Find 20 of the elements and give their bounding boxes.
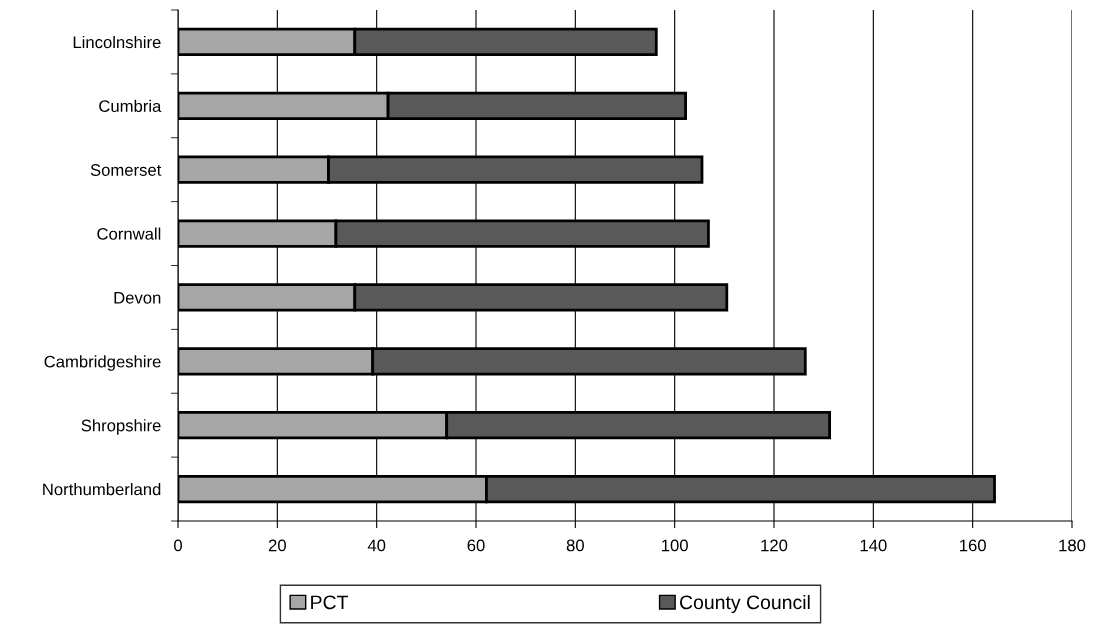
legend-label: PCT xyxy=(311,595,349,610)
y-tick-label: Shropshire xyxy=(81,419,161,435)
y-tick-label: Northumberland xyxy=(43,483,161,496)
y-tick-label: Cambridgeshire xyxy=(44,355,161,371)
x-tick-label: 40 xyxy=(367,539,386,552)
x-tick-label: 180 xyxy=(1059,539,1086,552)
x-tick-label: 140 xyxy=(860,539,887,552)
y-tick-label: Lincolnshire xyxy=(73,35,161,49)
y-tick-label: Cumbria xyxy=(99,99,162,113)
legend-label: County Council xyxy=(680,594,810,614)
y-tick-label: Somerset xyxy=(90,164,162,176)
x-tick-label: 160 xyxy=(960,539,986,552)
x-tick-label: 20 xyxy=(268,539,286,552)
x-tick-label: 120 xyxy=(761,539,788,552)
y-tick-label: Cornwall xyxy=(97,227,161,240)
x-tick-label: 0 xyxy=(174,539,182,552)
x-tick-label: 80 xyxy=(566,539,584,552)
x-tick-label: 60 xyxy=(467,539,485,552)
x-tick-label: 100 xyxy=(662,539,688,552)
y-tick-label: Devon xyxy=(114,292,161,304)
